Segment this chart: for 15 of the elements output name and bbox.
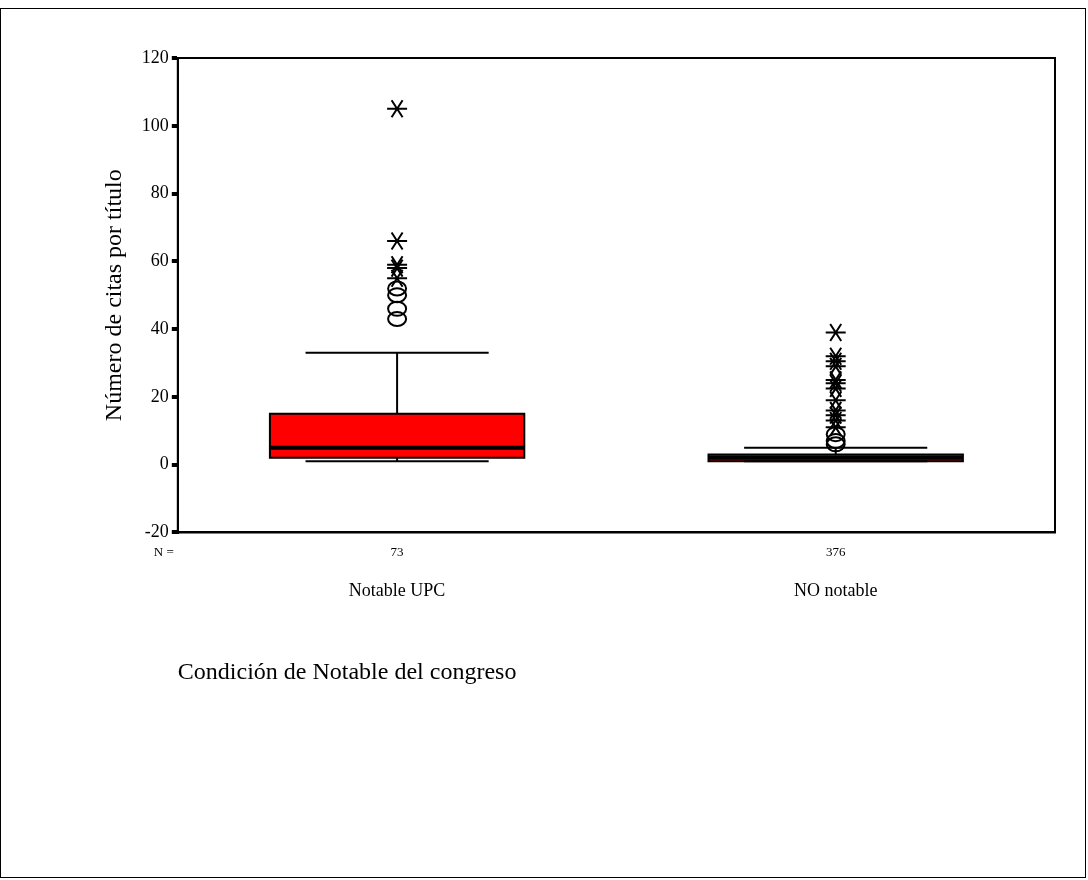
text: 73 [390, 543, 404, 559]
text: 376 [825, 543, 846, 559]
y-axis-title: Número de citas por título [99, 169, 126, 422]
y-tick-label: 100 [141, 114, 169, 135]
y-tick-label: 80 [150, 182, 169, 203]
y-tick-label: 40 [150, 317, 169, 338]
y-tick-label: -20 [144, 521, 169, 542]
y-tick-label: 20 [150, 385, 169, 406]
x-tick-label: Notable UPC [348, 579, 446, 600]
x-axis-title: Condición de Notable del congreso [177, 657, 517, 684]
text: N = [153, 543, 174, 559]
x-tick-label: NO notable [793, 579, 878, 600]
y-tick-label: 0 [159, 453, 169, 474]
y-tick-label: 60 [150, 250, 169, 271]
y-tick-label: 120 [141, 46, 169, 67]
